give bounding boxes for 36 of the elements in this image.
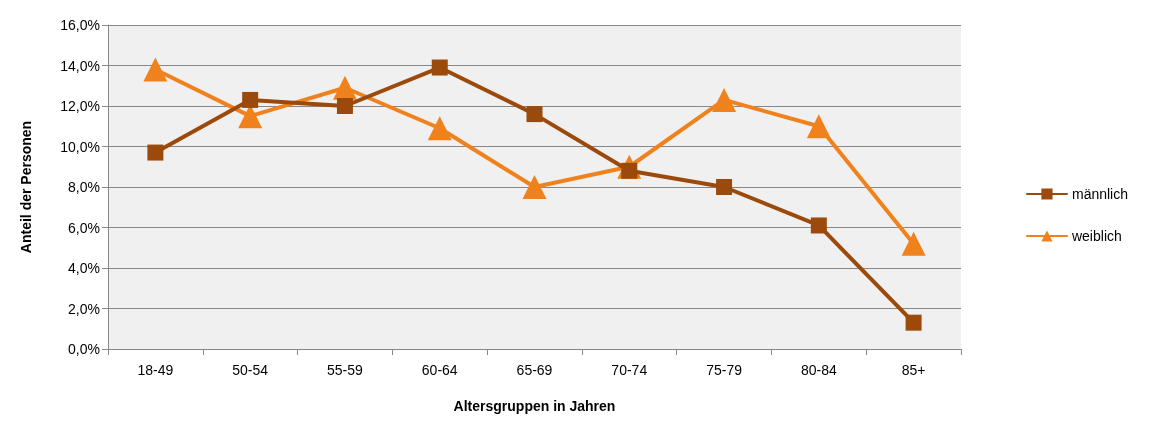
y-tick-label: 16,0% bbox=[60, 17, 100, 33]
legend-label: männlich bbox=[1071, 186, 1128, 202]
y-tick-label: 10,0% bbox=[60, 138, 100, 155]
point bbox=[716, 179, 733, 195]
point bbox=[806, 114, 831, 139]
y-tick-label: 6,0% bbox=[68, 219, 100, 236]
legend-label: weiblich bbox=[1070, 228, 1122, 244]
y-tick-label: 2,0% bbox=[68, 300, 100, 317]
y-axis-title: Anteil der Personen bbox=[18, 120, 34, 254]
x-tick-label: 65-69 bbox=[516, 362, 553, 378]
point bbox=[712, 87, 737, 112]
point bbox=[431, 59, 448, 76]
point bbox=[427, 116, 452, 141]
x-axis-title: Altersgruppen in Jahren bbox=[453, 398, 616, 414]
y-tick-label: 8,0% bbox=[68, 179, 100, 195]
x-tick-label: 18-49 bbox=[137, 362, 174, 378]
y-tick-label: 4,0% bbox=[68, 260, 100, 276]
x-tick-label: 60-64 bbox=[421, 362, 458, 378]
x-tick-label: 80-84 bbox=[800, 362, 837, 378]
point bbox=[526, 106, 543, 123]
x-tick-label: 75-79 bbox=[706, 362, 743, 378]
point bbox=[143, 57, 168, 82]
point bbox=[810, 217, 827, 234]
point bbox=[905, 314, 922, 331]
y-tick-label: 12,0% bbox=[60, 98, 100, 114]
y-tick-label: 14,0% bbox=[60, 57, 100, 74]
x-tick-label: 70-74 bbox=[611, 362, 648, 378]
point bbox=[336, 98, 353, 114]
x-tick-label: 55-59 bbox=[327, 362, 364, 378]
x-tick-label: 50-54 bbox=[232, 362, 269, 378]
point bbox=[242, 91, 259, 108]
y-tick-label: 0,0% bbox=[68, 341, 100, 357]
point bbox=[901, 231, 926, 256]
x-tick-label: 85+ bbox=[901, 362, 926, 378]
point bbox=[147, 144, 164, 161]
point bbox=[522, 175, 547, 199]
